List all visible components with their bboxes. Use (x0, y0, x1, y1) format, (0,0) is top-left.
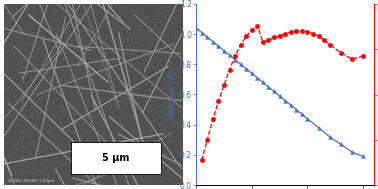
Y-axis label: Voltage (V): Voltage (V) (168, 71, 177, 118)
Text: 5 μm: 5 μm (102, 153, 130, 163)
Text: 10.0kV  X5,000  5.00μm: 10.0kV X5,000 5.00μm (7, 179, 55, 183)
Bar (71, 142, 161, 174)
